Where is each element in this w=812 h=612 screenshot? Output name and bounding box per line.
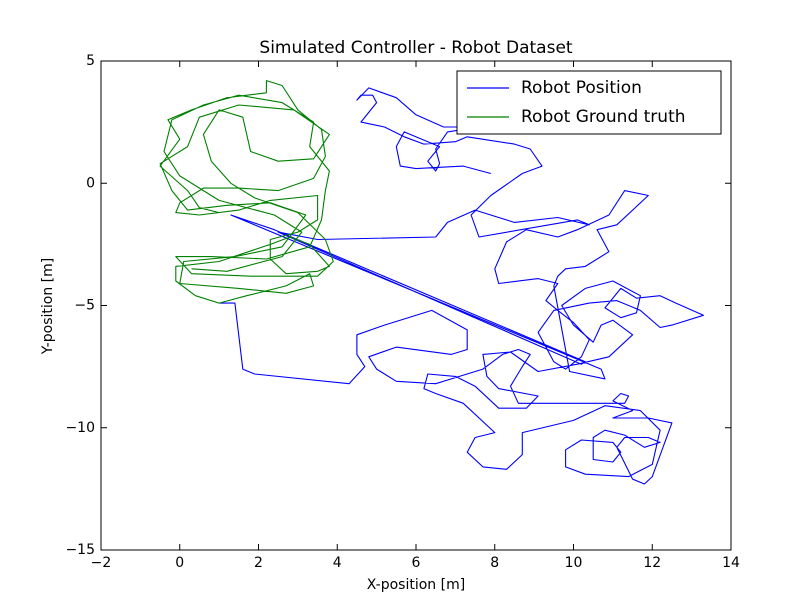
y-tick-label: −5 [74, 298, 95, 314]
x-tick-label: −2 [91, 555, 112, 571]
x-tick-label: 10 [565, 555, 583, 571]
x-tick-label: 8 [490, 555, 499, 571]
x-tick-label: 14 [722, 555, 740, 571]
legend-label: Robot Ground truth [521, 107, 686, 127]
legend-box [456, 70, 722, 135]
y-tick-label: −15 [65, 542, 95, 558]
y-tick-label: 0 [86, 175, 95, 191]
y-axis-label: Y-position [m] [40, 258, 56, 355]
x-tick-label: 0 [175, 555, 184, 571]
trajectory-line [219, 87, 704, 485]
y-tick-label: 5 [86, 53, 95, 69]
x-axis-label: X-position [m] [367, 577, 465, 593]
trajectory-line [159, 80, 334, 304]
x-tick-label: 4 [333, 555, 342, 571]
x-tick-label: 12 [643, 555, 661, 571]
x-tick-label: 2 [254, 555, 263, 571]
y-tick-label: −10 [65, 420, 95, 436]
chart-title: Simulated Controller - Robot Dataset [259, 38, 572, 58]
legend-label: Robot Position [521, 78, 642, 98]
x-tick-label: 6 [412, 555, 421, 571]
